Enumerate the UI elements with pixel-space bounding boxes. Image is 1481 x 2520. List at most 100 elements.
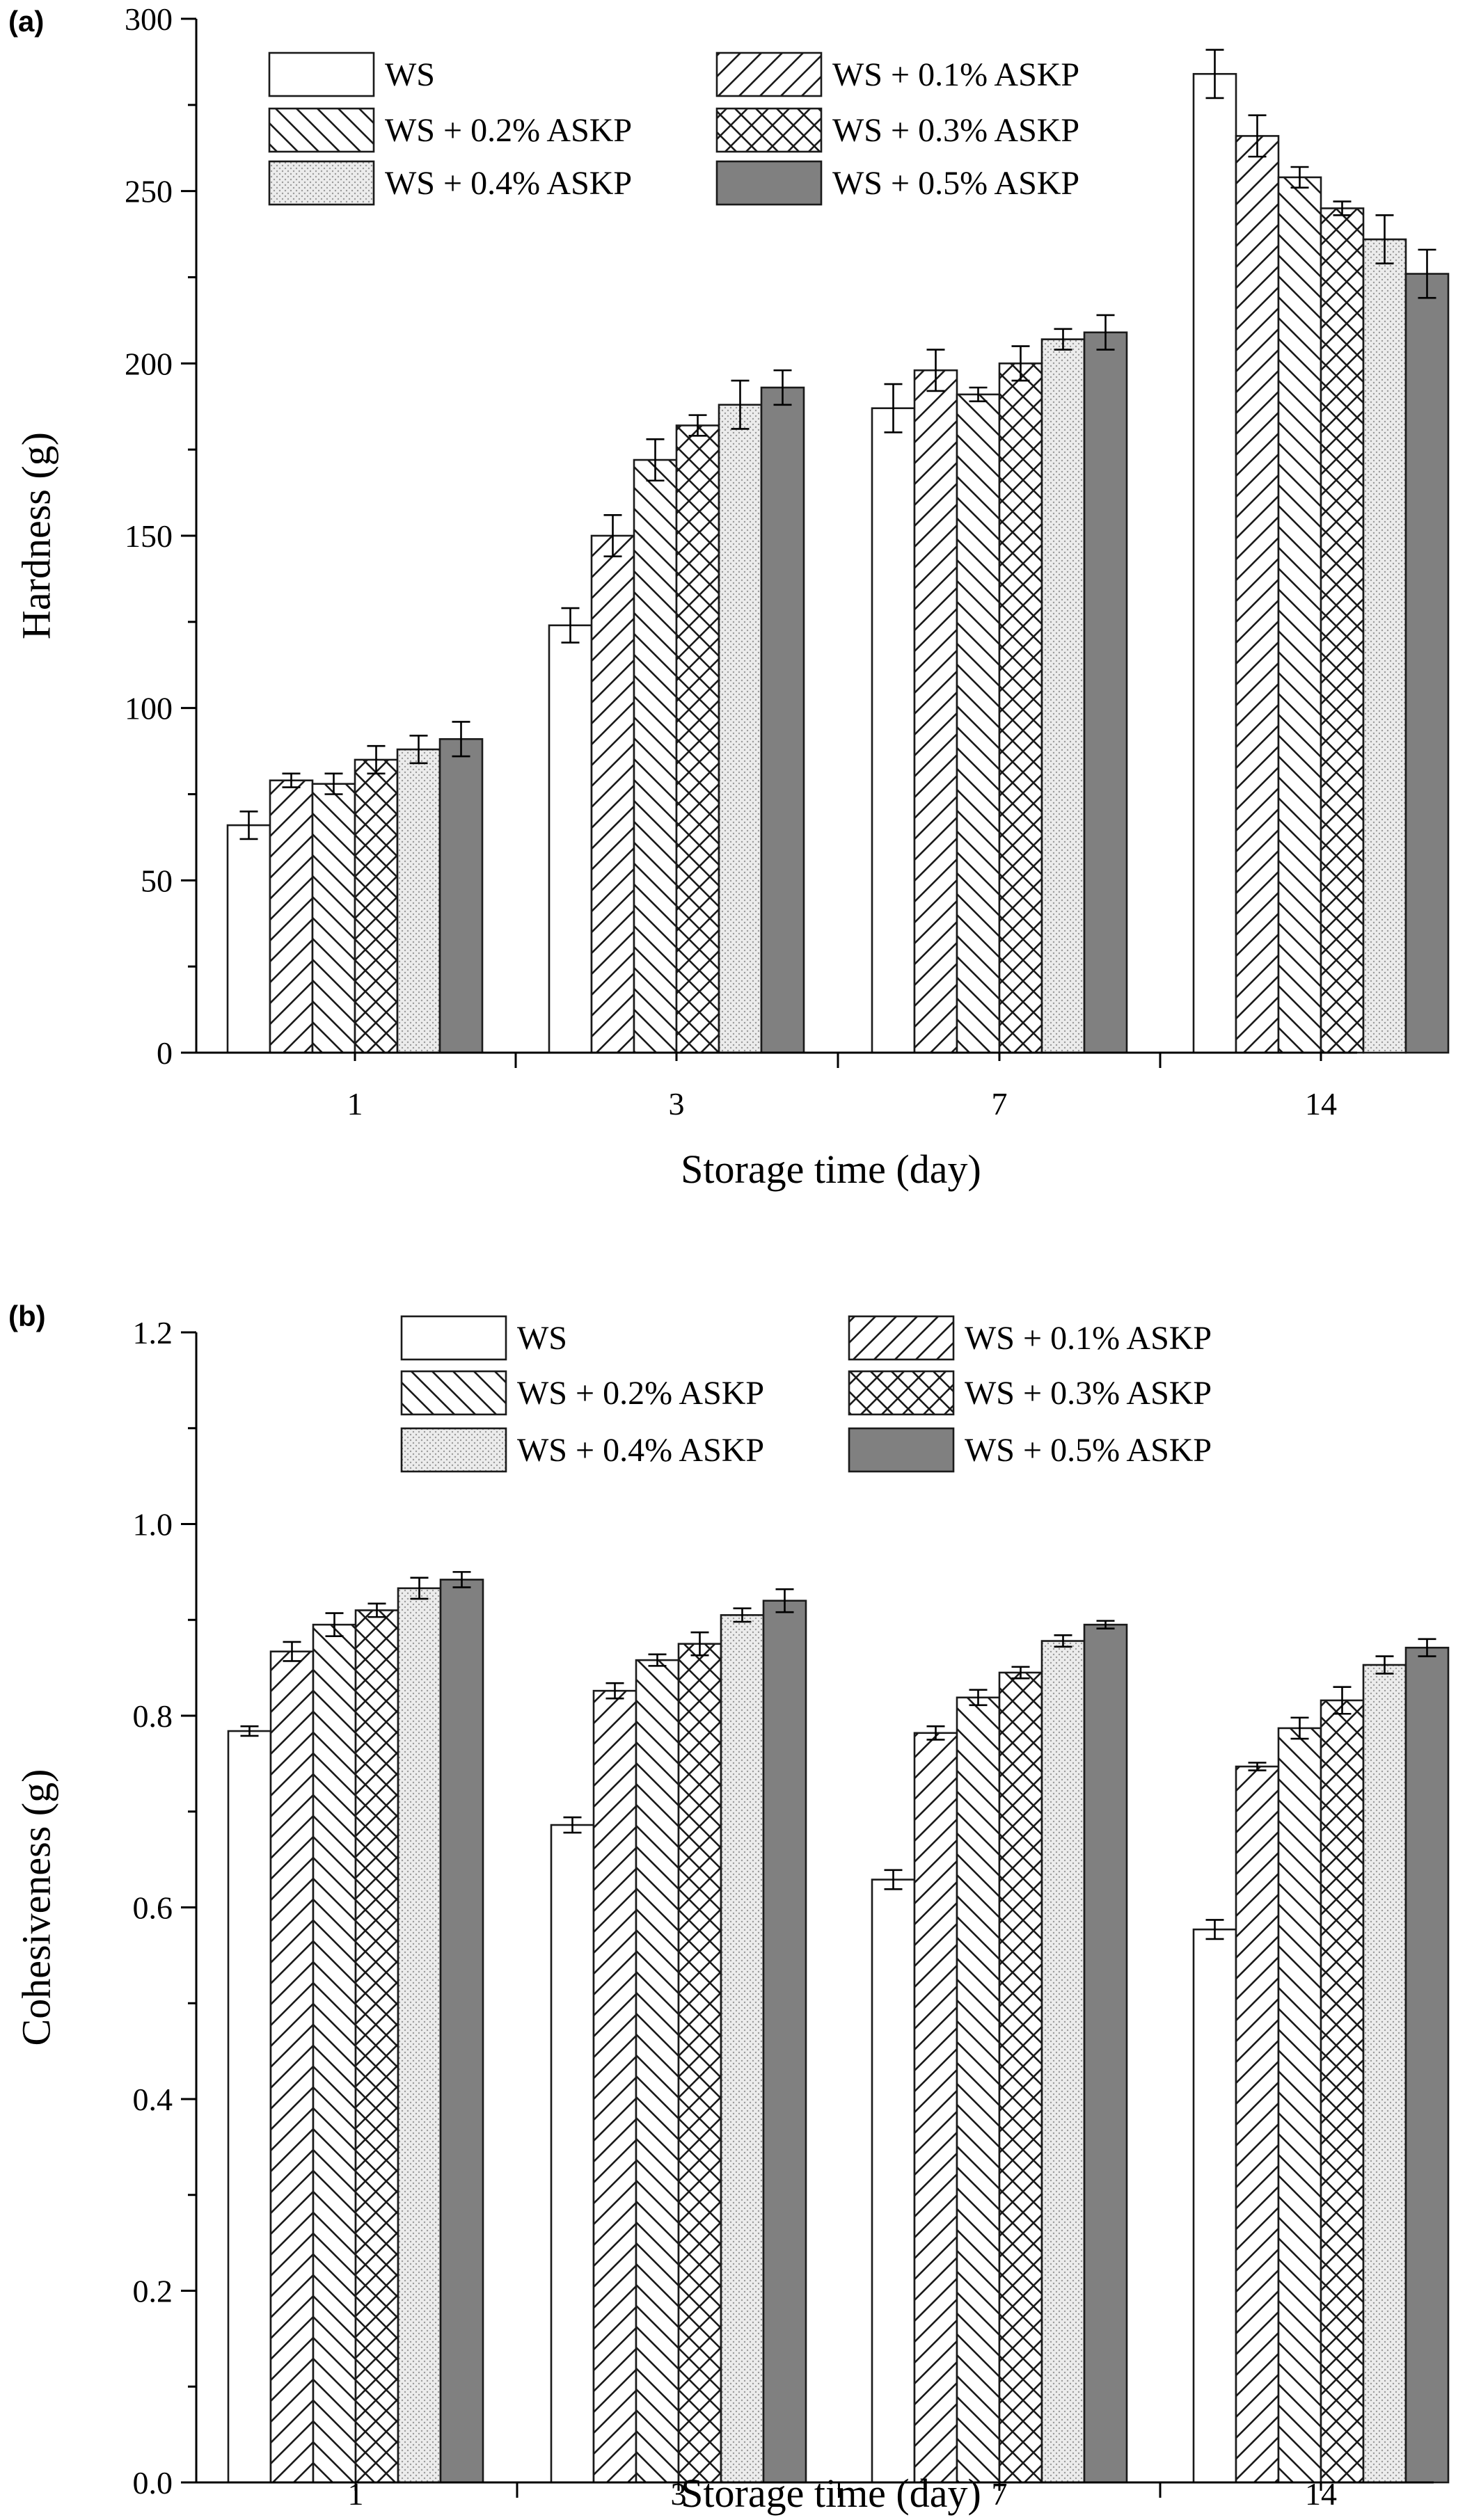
bar-1-1	[226, 824, 271, 1054]
error-bar-3-1	[325, 1612, 344, 1637]
error-bar-4-14	[1333, 1686, 1352, 1715]
x-tick-label: 3	[671, 2476, 687, 2512]
legend-label: WS + 0.1% ASKP	[965, 1320, 1212, 1357]
error-bar-5-1	[410, 1577, 429, 1600]
error-bar-6-14	[1418, 1638, 1436, 1657]
bar-2-14	[1235, 135, 1280, 1054]
bar-1-7	[871, 1879, 916, 2484]
legend-swatch	[715, 51, 823, 97]
bar-4-14	[1320, 1699, 1365, 2484]
bar-1-3	[550, 1824, 595, 2484]
error-bar-1-14	[1205, 1919, 1224, 1940]
x-tick-label: 1	[348, 2476, 364, 2512]
bar-6-14	[1404, 273, 1450, 1054]
bar-5-1	[396, 748, 441, 1054]
error-bar-5-3	[731, 379, 750, 430]
error-bar-4-3	[690, 1631, 709, 1657]
legend-item: WS + 0.3% ASKP	[715, 107, 1079, 153]
x-tick-label: 7	[992, 2476, 1008, 2512]
y-tick-label: 0.2	[133, 2274, 173, 2309]
x-tick-label: 7	[992, 1086, 1008, 1122]
bar-3-7	[956, 393, 1001, 1054]
x-tick-label: 14	[1305, 1086, 1337, 1122]
error-bar-2-1	[283, 1641, 301, 1662]
error-bar-1-1	[239, 810, 258, 840]
panel-hardness: (a) 0 50 100 150 200 250 300 1 3 7 14 Storage time (…	[8, 1, 1450, 1192]
bar-3-1	[311, 783, 356, 1054]
bar-6-1	[438, 737, 484, 1054]
error-bar-5-3	[733, 1607, 752, 1623]
bar-4-7	[998, 362, 1043, 1054]
bar-4-1	[354, 1609, 399, 2484]
x-tick-label: 14	[1305, 2476, 1337, 2512]
y-axis-title: Hardness (g)	[14, 432, 59, 639]
y-tick-label: 1.0	[133, 1507, 173, 1542]
error-bar-3-14	[1290, 166, 1309, 189]
error-bar-4-1	[367, 744, 386, 775]
legend-item: WS + 0.1% ASKP	[848, 1315, 1212, 1361]
error-bar-3-3	[646, 438, 665, 482]
error-bar-5-7	[1054, 328, 1072, 351]
error-bar-1-3	[561, 607, 580, 644]
legend-label: WS	[517, 1320, 567, 1357]
bar-3-14	[1277, 1727, 1322, 2484]
y-tick-label: 1.2	[133, 1315, 173, 1350]
error-bar-3-7	[969, 1689, 988, 1707]
legend-swatch	[848, 1315, 955, 1361]
error-bar-5-7	[1054, 1634, 1072, 1648]
bar-5-7	[1040, 1640, 1086, 2484]
bar-5-1	[397, 1587, 442, 2484]
legend-label: WS	[385, 56, 435, 93]
error-bar-2-1	[282, 772, 301, 788]
error-bar-6-7	[1096, 1620, 1115, 1629]
bar-1-3	[548, 624, 593, 1054]
bar-6-14	[1404, 1646, 1450, 2484]
bar-2-14	[1235, 1765, 1280, 2484]
bar-6-3	[762, 1600, 807, 2484]
y-tick-label: 200	[125, 346, 173, 381]
error-bar-1-1	[240, 1725, 259, 1737]
error-bar-6-14	[1418, 248, 1436, 299]
legend-label: WS + 0.3% ASKP	[832, 112, 1079, 149]
legend-swatch	[400, 1427, 507, 1473]
bar-4-3	[675, 424, 720, 1054]
y-tick-label: 0.0	[133, 2465, 173, 2501]
legend-label: WS + 0.5% ASKP	[965, 1432, 1212, 1469]
x-axis-title: Storage time (day)	[681, 1147, 981, 1192]
error-bar-1-3	[563, 1816, 582, 1834]
bar-6-7	[1083, 331, 1128, 1054]
error-bar-6-1	[452, 721, 470, 758]
bar-3-3	[633, 458, 678, 1054]
legend-item: WS + 0.2% ASKP	[400, 1370, 764, 1416]
legend-swatch	[715, 160, 823, 206]
bar-3-14	[1277, 176, 1322, 1054]
legend-swatch	[848, 1370, 955, 1416]
legend-swatch	[268, 160, 375, 206]
y-tick-label: 0.8	[133, 1698, 173, 1734]
bar-2-1	[269, 779, 314, 1054]
error-bar-6-3	[773, 369, 792, 406]
bar-2-3	[590, 534, 635, 1054]
error-bar-3-14	[1290, 1716, 1309, 1740]
y-tick-label: 150	[125, 518, 173, 554]
error-bar-4-7	[1011, 1666, 1030, 1680]
error-bar-2-3	[603, 513, 622, 558]
bar-4-14	[1320, 207, 1365, 1054]
bar-5-14	[1362, 1664, 1407, 2484]
legend-item: WS + 0.5% ASKP	[715, 160, 1079, 206]
panel-label: (b)	[8, 1300, 46, 1332]
legend-swatch	[268, 107, 375, 153]
error-bar-5-1	[409, 734, 428, 765]
bar-1-14	[1192, 72, 1237, 1054]
y-tick-label: 0.6	[133, 1890, 173, 1926]
error-bar-5-14	[1375, 214, 1394, 264]
error-bar-2-14	[1248, 1762, 1267, 1771]
bar-1-7	[871, 407, 916, 1054]
legend-label: WS + 0.1% ASKP	[832, 56, 1079, 93]
y-axis-title: Cohesiveness (g)	[14, 1769, 59, 2046]
bar-6-3	[760, 386, 805, 1054]
legend: WS WS + 0.1% ASKP WS + 0.2% ASKP WS + 0.3% …	[400, 1315, 1212, 1473]
error-bar-6-3	[775, 1588, 794, 1613]
legend-item: WS	[268, 51, 435, 97]
